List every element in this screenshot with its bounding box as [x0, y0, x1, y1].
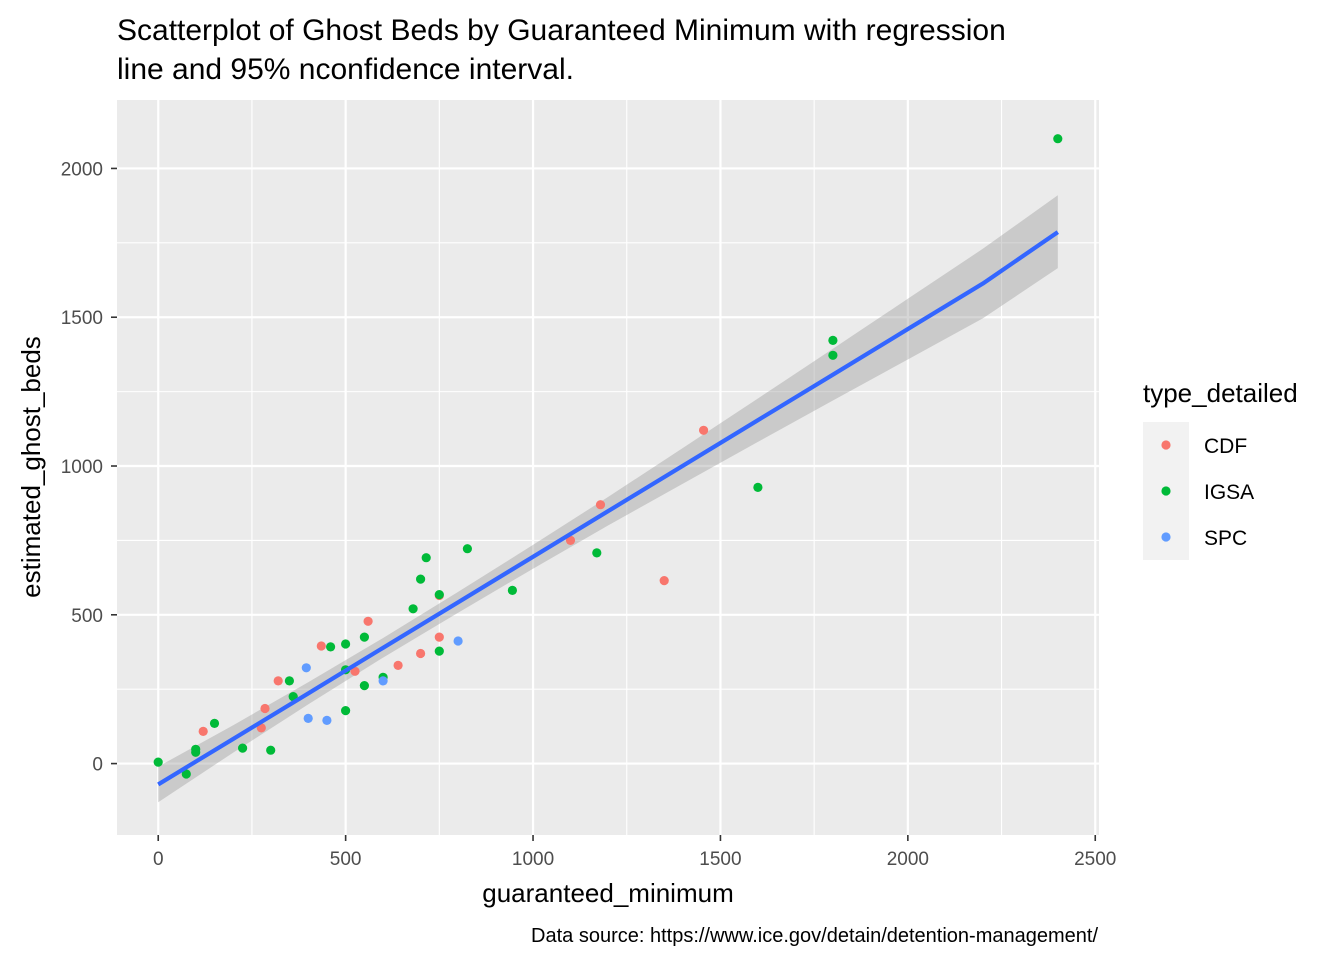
- data-point-cdf: [198, 726, 208, 737]
- x-tick-label: 1000: [512, 849, 554, 870]
- data-point-igsa: [266, 745, 276, 755]
- data-point-igsa: [592, 548, 602, 558]
- data-point-igsa: [828, 350, 838, 360]
- y-tick-label: 1000: [61, 457, 103, 478]
- data-point-igsa: [416, 574, 426, 584]
- data-point-spc: [303, 713, 313, 724]
- data-point-cdf: [595, 500, 606, 510]
- y-tick-label: 2000: [61, 159, 103, 180]
- data-point-spc: [301, 663, 311, 673]
- data-point-cdf: [316, 641, 326, 651]
- x-tick-label: 1500: [699, 849, 741, 870]
- data-point-igsa: [209, 718, 220, 729]
- data-point-cdf: [260, 703, 270, 714]
- data-point-spc: [322, 715, 332, 726]
- legend-label-cdf: CDF: [1204, 435, 1247, 458]
- data-point-igsa: [434, 646, 444, 656]
- y-tick-label: 500: [71, 606, 103, 627]
- data-point-igsa: [434, 590, 444, 600]
- data-point-igsa: [153, 757, 163, 767]
- data-point-cdf: [393, 660, 403, 671]
- data-point-igsa: [408, 604, 418, 614]
- minor-gridlines: [117, 100, 1099, 835]
- regression-line-layer: [157, 230, 1059, 787]
- regression-line: [157, 230, 1059, 787]
- legend-key-spc: [1161, 532, 1171, 542]
- data-point-igsa: [359, 632, 369, 642]
- legend-label-spc: SPC: [1204, 527, 1247, 550]
- points-layer: [153, 134, 1063, 779]
- legend-title: type_detailed: [1143, 378, 1298, 408]
- confidence-band-layer: [158, 195, 1058, 803]
- x-tick-label: 2500: [1074, 849, 1116, 870]
- legend: CDF IGSA SPC: [1143, 422, 1254, 560]
- data-point-igsa: [284, 676, 294, 686]
- x-axis-ticks: 0 500 1000 1500 2000 2500: [153, 835, 1116, 870]
- data-point-igsa: [359, 681, 369, 691]
- data-point-igsa: [753, 482, 763, 492]
- data-source-caption: Data source: https://www.ice.gov/detain/…: [531, 925, 1098, 947]
- data-point-igsa: [462, 544, 472, 554]
- data-point-igsa: [238, 743, 248, 753]
- data-point-igsa: [191, 744, 201, 754]
- data-point-cdf: [350, 666, 360, 676]
- data-point-cdf: [699, 425, 709, 435]
- data-point-cdf: [565, 535, 576, 546]
- data-point-igsa: [507, 585, 517, 596]
- data-point-cdf: [363, 616, 373, 626]
- data-point-igsa: [181, 769, 191, 779]
- data-point-spc: [378, 676, 388, 686]
- y-axis-title: estimated_ghost_beds: [16, 336, 46, 598]
- y-tick-label: 0: [92, 755, 103, 776]
- data-point-cdf: [434, 632, 444, 642]
- y-axis-ticks: 0 500 1000 1500 2000: [61, 159, 117, 776]
- data-point-cdf: [659, 576, 669, 586]
- data-point-igsa: [326, 642, 336, 652]
- y-tick-label: 1500: [61, 308, 103, 329]
- x-tick-label: 2000: [887, 849, 929, 870]
- legend-key-igsa: [1161, 486, 1171, 496]
- x-tick-label: 500: [330, 849, 362, 870]
- data-point-cdf: [273, 676, 283, 686]
- chart-title-line-2: line and 95% nconfidence interval.: [117, 53, 574, 86]
- data-point-igsa: [421, 553, 431, 563]
- data-point-igsa: [341, 639, 351, 649]
- data-point-igsa: [828, 335, 838, 345]
- data-point-cdf: [416, 648, 426, 659]
- data-point-igsa: [1053, 134, 1063, 144]
- confidence-band: [158, 195, 1058, 803]
- data-point-igsa: [341, 706, 351, 716]
- legend-key-cdf: [1161, 440, 1171, 450]
- legend-label-igsa: IGSA: [1204, 481, 1254, 504]
- data-point-spc: [453, 636, 463, 646]
- chart-title-line-1: Scatterplot of Ghost Beds by Guaranteed …: [117, 14, 1006, 47]
- x-tick-label: 0: [153, 849, 164, 870]
- x-axis-title: guaranteed_minimum: [482, 878, 733, 908]
